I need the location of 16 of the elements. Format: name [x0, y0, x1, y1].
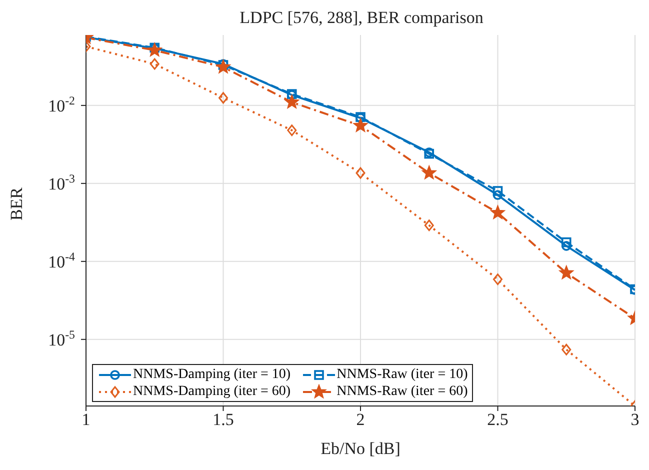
x-tick-label: 2	[356, 410, 365, 430]
legend-label: NNMS-Damping (iter = 10)	[133, 366, 291, 383]
y-tick-label: 10$^{-3}$	[48, 171, 76, 194]
chart-title: LDPC [576, 288], BER comparison	[238, 8, 484, 28]
legend-label: NNMS-Raw (iter = 10)	[336, 366, 468, 383]
legend-label: NNMS-Raw (iter = 60)	[336, 383, 468, 400]
y-tick-label: 10$^{-4}$	[48, 249, 76, 272]
y-axis-title: BER	[7, 186, 26, 220]
y-tick-label: 10$^{-2}$	[48, 93, 76, 116]
y-tick-label: 10$^{-5}$	[48, 327, 76, 350]
x-tick-label: 1.5	[212, 410, 234, 430]
legend-label: NNMS-Damping (iter = 60)	[133, 383, 291, 400]
x-tick-label: 2.5	[487, 410, 508, 430]
x-tick-label: 3	[630, 410, 640, 430]
x-tick-label: 1	[82, 410, 90, 430]
x-axis-title: Eb/No [dB]	[320, 439, 400, 458]
